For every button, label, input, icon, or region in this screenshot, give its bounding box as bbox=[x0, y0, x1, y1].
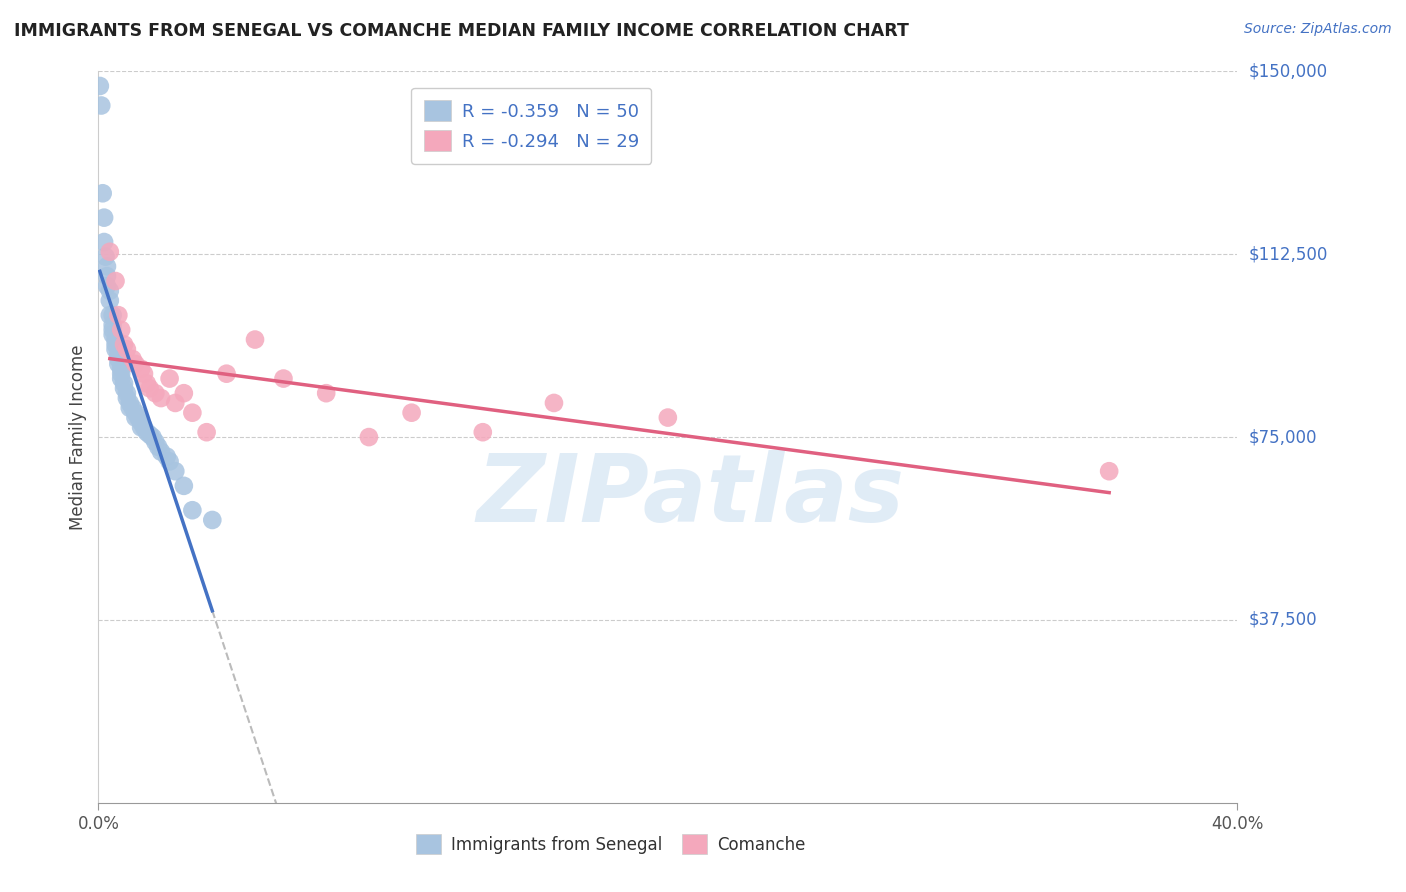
Point bbox=[110, 361, 132, 376]
Point bbox=[215, 367, 238, 381]
Point bbox=[93, 211, 115, 225]
Point bbox=[90, 98, 112, 112]
Point bbox=[91, 186, 114, 201]
Point bbox=[357, 430, 380, 444]
Text: $150,000: $150,000 bbox=[1249, 62, 1327, 80]
Text: IMMIGRANTS FROM SENEGAL VS COMANCHE MEDIAN FAMILY INCOME CORRELATION CHART: IMMIGRANTS FROM SENEGAL VS COMANCHE MEDI… bbox=[14, 22, 908, 40]
Point bbox=[112, 381, 135, 395]
Point bbox=[471, 425, 494, 440]
Point bbox=[115, 343, 138, 357]
Point bbox=[150, 391, 173, 405]
Point bbox=[401, 406, 423, 420]
Point bbox=[138, 427, 160, 442]
Point bbox=[173, 386, 195, 401]
Point bbox=[124, 410, 146, 425]
Point bbox=[181, 406, 204, 420]
Point bbox=[129, 361, 152, 376]
Point bbox=[145, 434, 167, 449]
Point bbox=[1098, 464, 1121, 478]
Point bbox=[148, 440, 170, 454]
Point bbox=[107, 308, 129, 322]
Point bbox=[150, 444, 173, 458]
Point bbox=[98, 244, 121, 259]
Point bbox=[104, 343, 127, 357]
Point bbox=[121, 352, 143, 367]
Point bbox=[201, 513, 224, 527]
Text: $112,500: $112,500 bbox=[1249, 245, 1327, 263]
Point bbox=[543, 396, 565, 410]
Point bbox=[129, 416, 152, 430]
Point bbox=[96, 269, 118, 284]
Point bbox=[104, 274, 127, 288]
Point bbox=[181, 503, 204, 517]
Point bbox=[115, 386, 138, 401]
Point bbox=[165, 464, 187, 478]
Legend: Immigrants from Senegal, Comanche: Immigrants from Senegal, Comanche bbox=[409, 828, 813, 860]
Point bbox=[118, 401, 141, 415]
Point bbox=[101, 308, 124, 322]
Point bbox=[110, 371, 132, 385]
Point bbox=[93, 235, 115, 249]
Point bbox=[112, 337, 135, 351]
Point bbox=[110, 367, 132, 381]
Point bbox=[110, 323, 132, 337]
Point bbox=[165, 396, 187, 410]
Point bbox=[89, 78, 111, 93]
Point bbox=[159, 371, 181, 385]
Point bbox=[104, 333, 127, 347]
Point bbox=[159, 454, 181, 468]
Point bbox=[121, 401, 143, 415]
Point bbox=[118, 396, 141, 410]
Point bbox=[96, 260, 118, 274]
Point bbox=[141, 430, 163, 444]
Point bbox=[135, 376, 157, 391]
Point bbox=[104, 337, 127, 351]
Point bbox=[98, 308, 121, 322]
Point bbox=[101, 327, 124, 342]
Point bbox=[127, 410, 149, 425]
Point bbox=[195, 425, 218, 440]
Point bbox=[273, 371, 295, 385]
Point bbox=[132, 420, 155, 434]
Point bbox=[138, 381, 160, 395]
Point bbox=[132, 367, 155, 381]
Point bbox=[156, 450, 179, 464]
Point bbox=[98, 284, 121, 298]
Point bbox=[112, 376, 135, 391]
Text: $75,000: $75,000 bbox=[1249, 428, 1317, 446]
Point bbox=[107, 352, 129, 367]
Point bbox=[129, 420, 152, 434]
Point bbox=[135, 425, 157, 440]
Point bbox=[145, 386, 167, 401]
Text: ZIPatlas: ZIPatlas bbox=[477, 450, 904, 541]
Y-axis label: Median Family Income: Median Family Income bbox=[69, 344, 87, 530]
Point bbox=[315, 386, 337, 401]
Point bbox=[124, 406, 146, 420]
Point bbox=[107, 357, 129, 371]
Point bbox=[101, 323, 124, 337]
Point bbox=[107, 347, 129, 361]
Point bbox=[98, 293, 121, 308]
Point bbox=[173, 479, 195, 493]
Point bbox=[101, 318, 124, 332]
Point bbox=[94, 250, 117, 264]
Point bbox=[115, 391, 138, 405]
Point bbox=[124, 357, 146, 371]
Point bbox=[657, 410, 679, 425]
Text: Source: ZipAtlas.com: Source: ZipAtlas.com bbox=[1244, 22, 1392, 37]
Point bbox=[96, 279, 118, 293]
Point bbox=[243, 333, 266, 347]
Text: $37,500: $37,500 bbox=[1249, 611, 1317, 629]
